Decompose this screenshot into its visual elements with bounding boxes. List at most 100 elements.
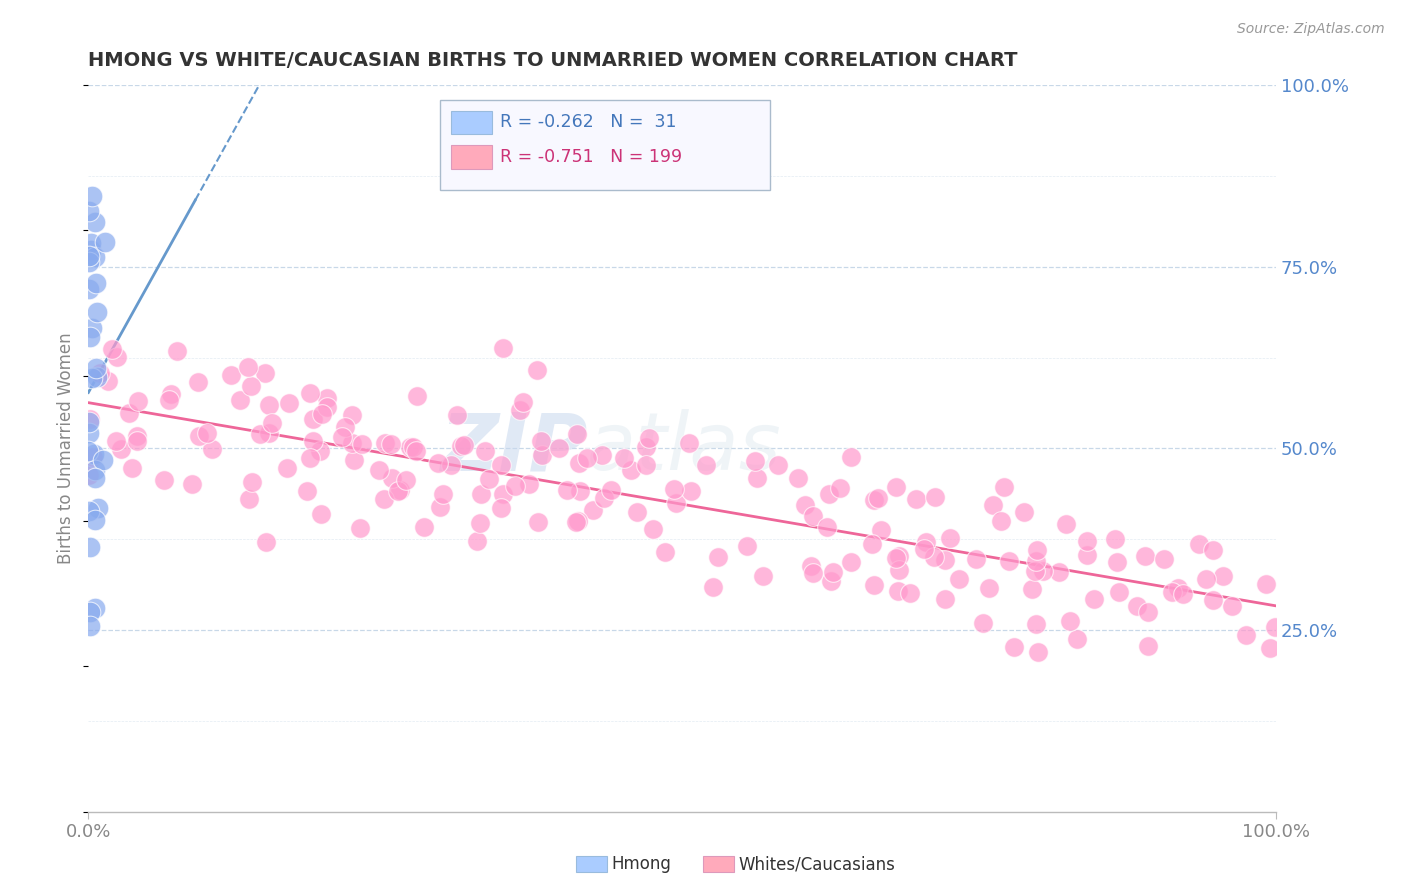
Point bbox=[1254, 577, 1277, 591]
Point bbox=[815, 520, 838, 534]
Point bbox=[82, 450, 104, 465]
Point bbox=[983, 498, 1005, 512]
Point bbox=[125, 429, 148, 443]
Point bbox=[905, 492, 928, 507]
Point bbox=[450, 439, 472, 453]
Point bbox=[254, 535, 277, 549]
Point bbox=[924, 490, 946, 504]
Point bbox=[166, 344, 188, 359]
Y-axis label: Births to Unmarried Women: Births to Unmarried Women bbox=[58, 333, 75, 564]
Point bbox=[787, 471, 810, 485]
Point bbox=[695, 458, 717, 473]
Point bbox=[405, 443, 427, 458]
Point bbox=[257, 398, 280, 412]
Text: atlas: atlas bbox=[588, 409, 782, 487]
Point bbox=[575, 450, 598, 465]
Point bbox=[557, 483, 579, 497]
Point bbox=[1024, 564, 1046, 578]
Point bbox=[863, 578, 886, 592]
Point bbox=[427, 456, 450, 470]
Point bbox=[1126, 599, 1149, 613]
Point bbox=[678, 435, 700, 450]
Point bbox=[1188, 537, 1211, 551]
Point bbox=[503, 479, 526, 493]
Point bbox=[1012, 505, 1035, 519]
Point bbox=[965, 551, 987, 566]
Point bbox=[1195, 572, 1218, 586]
Point bbox=[77, 203, 100, 218]
Point bbox=[118, 406, 141, 420]
Point bbox=[309, 507, 332, 521]
Point bbox=[997, 554, 1019, 568]
Point bbox=[352, 437, 374, 451]
Point bbox=[399, 440, 422, 454]
Point bbox=[884, 550, 907, 565]
Point bbox=[818, 487, 841, 501]
Point bbox=[990, 514, 1012, 528]
Point bbox=[745, 470, 768, 484]
Point bbox=[105, 434, 128, 449]
Point bbox=[474, 444, 496, 458]
Point bbox=[79, 330, 101, 344]
Point bbox=[219, 368, 242, 383]
Point bbox=[77, 249, 100, 263]
Point bbox=[527, 515, 550, 529]
Point bbox=[567, 514, 589, 528]
Point bbox=[125, 434, 148, 448]
Point bbox=[993, 480, 1015, 494]
Point bbox=[84, 215, 107, 229]
Point bbox=[801, 509, 824, 524]
Point bbox=[395, 474, 418, 488]
Point bbox=[948, 572, 970, 586]
Point bbox=[299, 451, 322, 466]
Point bbox=[1202, 592, 1225, 607]
Point bbox=[634, 458, 657, 472]
Point bbox=[517, 476, 540, 491]
Point bbox=[465, 534, 488, 549]
Point bbox=[1137, 640, 1160, 654]
Point bbox=[1025, 543, 1047, 558]
Point bbox=[105, 350, 128, 364]
Point bbox=[662, 482, 685, 496]
Point bbox=[367, 463, 389, 477]
Point bbox=[110, 442, 132, 457]
Point bbox=[349, 521, 371, 535]
Point bbox=[77, 504, 100, 518]
Point bbox=[406, 389, 429, 403]
Point bbox=[934, 592, 956, 607]
Point bbox=[568, 483, 591, 498]
Point bbox=[121, 460, 143, 475]
Point bbox=[489, 501, 512, 516]
Point bbox=[548, 441, 571, 455]
Point bbox=[1047, 565, 1070, 579]
Point bbox=[1105, 555, 1128, 569]
Text: Source: ZipAtlas.com: Source: ZipAtlas.com bbox=[1237, 22, 1385, 37]
Point bbox=[311, 407, 333, 421]
Point bbox=[828, 481, 851, 495]
Point bbox=[702, 580, 724, 594]
Point bbox=[1171, 586, 1194, 600]
Point bbox=[343, 453, 366, 467]
Point bbox=[1234, 628, 1257, 642]
Point bbox=[83, 513, 105, 527]
Text: ZIP: ZIP bbox=[440, 409, 588, 487]
Point bbox=[839, 450, 862, 464]
Point bbox=[429, 500, 451, 514]
Point bbox=[1264, 620, 1286, 634]
Point bbox=[302, 434, 325, 448]
Point bbox=[1002, 640, 1025, 654]
Point bbox=[565, 515, 588, 529]
Point bbox=[302, 411, 325, 425]
Point bbox=[333, 420, 356, 434]
Point bbox=[1104, 532, 1126, 546]
Point bbox=[80, 243, 103, 257]
Point bbox=[316, 400, 339, 414]
Point bbox=[84, 277, 107, 291]
Point bbox=[374, 436, 396, 450]
Point bbox=[820, 574, 842, 589]
Point bbox=[79, 255, 101, 269]
Point bbox=[509, 403, 531, 417]
Point bbox=[240, 475, 263, 489]
Point bbox=[240, 379, 263, 393]
Point bbox=[295, 484, 318, 499]
